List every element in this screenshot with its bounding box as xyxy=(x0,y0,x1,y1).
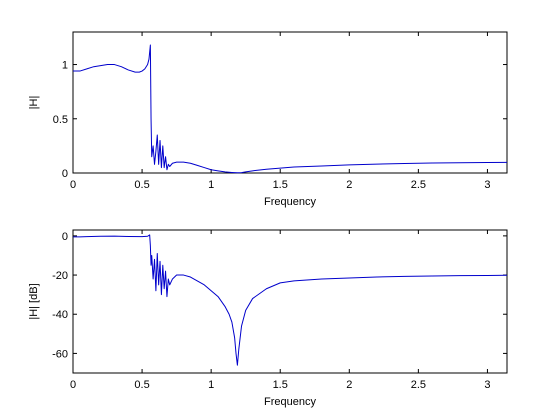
y-tick-label-bottom: -40 xyxy=(52,309,68,321)
x-tick-label-bottom: 2 xyxy=(346,379,352,391)
x-tick-label-bottom: 0.5 xyxy=(134,379,149,391)
ticks-top: 0 0.5 1 1.5 2 2.5 3 0 0.5 1 xyxy=(53,32,507,191)
x-tick-label-top: 1.5 xyxy=(273,179,288,191)
ticks-bottom: 0 0.5 1 1.5 2 2.5 3 -60 -40 -20 0 xyxy=(52,230,507,391)
x-tick-label-bottom: 1.5 xyxy=(273,379,288,391)
x-tick-label-bottom: 3 xyxy=(484,379,490,391)
x-tick-label-bottom: 0 xyxy=(70,379,76,391)
x-axis-label-bottom: Frequency xyxy=(264,396,316,408)
magnitude-db-series-line xyxy=(73,234,508,366)
y-tick-label-top: 0 xyxy=(62,168,68,180)
x-tick-label-top: 3 xyxy=(484,179,490,191)
x-tick-label-top: 1 xyxy=(208,179,214,191)
y-tick-label-top: 1 xyxy=(62,60,68,72)
magnitude-linear-chart: 0 0.5 1 1.5 2 2.5 3 0 0.5 1 Frequency |H| xyxy=(28,31,508,208)
x-axis-label-top: Frequency xyxy=(264,196,316,208)
magnitude-series-line xyxy=(73,44,508,174)
x-tick-label-bottom: 1 xyxy=(208,379,214,391)
plot-area-top xyxy=(72,31,508,174)
y-tick-label-top: 0.5 xyxy=(53,114,68,126)
x-tick-label-bottom: 2.5 xyxy=(411,379,426,391)
y-axis-label-top: |H| xyxy=(28,96,40,110)
y-tick-label-bottom: -60 xyxy=(52,348,68,360)
y-tick-label-bottom: -20 xyxy=(52,270,68,282)
y-tick-label-bottom: 0 xyxy=(62,231,68,243)
x-tick-label-top: 0 xyxy=(70,179,76,191)
y-axis-label-bottom: |H| [dB] xyxy=(28,283,40,319)
x-tick-label-top: 2 xyxy=(346,179,352,191)
plot-area-bottom xyxy=(72,229,508,374)
x-tick-label-top: 2.5 xyxy=(411,179,426,191)
x-tick-label-top: 0.5 xyxy=(134,179,149,191)
magnitude-db-chart: 0 0.5 1 1.5 2 2.5 3 -60 -40 -20 0 Frequency |H| [d… xyxy=(28,229,508,408)
